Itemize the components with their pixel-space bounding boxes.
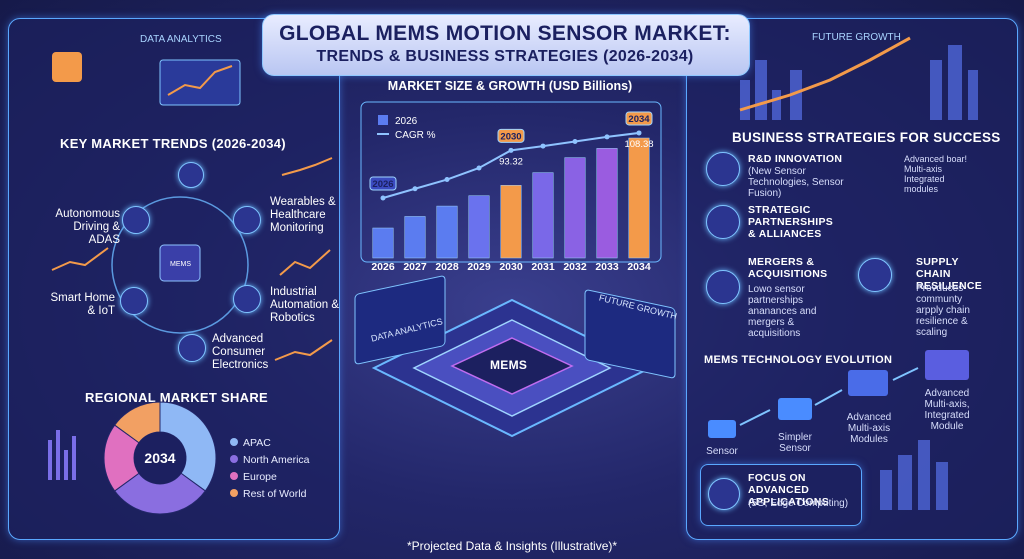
legend-swatch: [378, 115, 388, 125]
icon: [122, 206, 150, 234]
stage: Advanced Multi-axis Modules: [846, 412, 892, 445]
strategy-text: Lowo sensor partnerships ananances and m…: [748, 284, 817, 339]
icon: [178, 162, 204, 188]
point: [572, 138, 578, 144]
note-line: Advanced boar!: [904, 154, 968, 164]
icon: [178, 334, 206, 362]
trend-item: Industrial Automation & Robotics: [270, 286, 340, 324]
legend-label: 2026: [395, 116, 418, 127]
title-banner: [262, 14, 750, 76]
data-label: 108.38: [624, 139, 653, 150]
x-tick-label: 2034: [627, 261, 651, 273]
point: [508, 147, 514, 153]
bar: [404, 216, 426, 259]
strategy-title: STRATEGIC PARTNERSHIPS & ALLIANCES: [748, 204, 834, 240]
icon: [706, 152, 740, 186]
icon: [858, 258, 892, 292]
point: [540, 143, 546, 149]
subtitle: TRENDS & BUSINESS STRATEGIES (2026-2034): [316, 48, 694, 65]
point: [412, 186, 418, 192]
x-tick-label: 2030: [499, 261, 523, 273]
bar: [564, 157, 586, 259]
point: [604, 134, 610, 140]
callout-label: 2034: [628, 114, 650, 125]
bar: [628, 137, 650, 259]
callout-label: 2026: [372, 179, 393, 190]
point: [476, 165, 482, 171]
x-tick-label: 2027: [403, 261, 427, 273]
callout-box: [369, 176, 397, 191]
bar: [532, 172, 554, 259]
section-title: KEY MARKET TRENDS (2026-2034): [60, 136, 286, 151]
section-title: MEMS TECHNOLOGY EVOLUTION: [704, 354, 893, 366]
data-label: 93.32: [499, 156, 523, 167]
callout-box: [497, 128, 525, 143]
stage: Simpler Sensor: [778, 432, 812, 454]
bar: [500, 185, 522, 259]
icon: [233, 206, 261, 234]
stage: Sensor: [706, 446, 738, 457]
plot-frame: [360, 101, 662, 263]
trend-item: Autonomous Driving & ADAS: [55, 208, 120, 246]
x-tick-label: 2026: [371, 261, 395, 273]
donut-hole: [134, 432, 186, 484]
corner-label: DATA ANALYTICS: [140, 34, 222, 45]
focus-title: FOCUS ON ADVANCED APPLICATIONS: [748, 472, 829, 508]
strategy-title: SUPPLY CHAIN RESILIENCE: [916, 256, 983, 292]
section-title: BUSINESS STRATEGIES FOR SUCCESS: [732, 130, 1001, 145]
pie-chart: 2034 APAC North America Europe Rest of World: [103, 401, 310, 515]
note-line: Multi-axis: [904, 164, 943, 174]
legend-label: CAGR %: [395, 130, 436, 141]
x-tick-label: 2028: [435, 261, 459, 273]
icon: [706, 205, 740, 239]
legend-swatch: [230, 455, 238, 463]
strategy-title: R&D INNOVATION: [748, 153, 843, 165]
section-title: REGIONAL MARKET SHARE: [85, 390, 269, 405]
point: [380, 195, 386, 201]
title: GLOBAL MEMS MOTION SENSOR MARKET:: [279, 22, 731, 45]
bar: [436, 205, 458, 259]
hub-label: MEMS: [170, 261, 191, 268]
legend-swatch: [230, 489, 238, 497]
bar-chart: MARKET SIZE & GROWTH (USD Billions) 2026…: [360, 79, 662, 273]
point: [444, 177, 450, 183]
icon: [706, 270, 740, 304]
x-tick-label: 2032: [563, 261, 587, 273]
x-tick-label: 2033: [595, 261, 619, 273]
trend-item: Smart Home & IoT: [50, 292, 115, 317]
note-line: Integrated modules: [904, 174, 945, 194]
footer: *Projected Data & Insights (Illustrative…: [406, 539, 618, 553]
trend-item: Advanced Consumer Electronics: [212, 333, 269, 371]
corner-label: FUTURE GROWTH: [812, 32, 901, 43]
icon: [120, 287, 148, 315]
point: [636, 130, 642, 136]
icon: [233, 285, 261, 313]
stage: Advanced Multi-axis, Integrated Module: [924, 388, 970, 432]
x-tick-label: 2031: [531, 261, 555, 273]
bar: [372, 227, 394, 259]
callout-label: 2030: [500, 131, 521, 142]
legend-swatch: [230, 472, 238, 480]
trend-item: Wearables & Healthcare Monitoring: [270, 196, 336, 234]
chart-title: MARKET SIZE & GROWTH (USD Billions): [388, 79, 632, 93]
icon: [708, 478, 740, 510]
legend-swatch: [230, 438, 238, 446]
strategy-title: MERGERS & ACQUISITIONS: [748, 256, 828, 280]
x-tick-label: 2029: [467, 261, 491, 273]
bar: [596, 148, 618, 259]
focus-text: (5G, Edge Computing): [748, 498, 849, 509]
strategy-text: Provduces communty arpply chain resilien…: [916, 283, 970, 338]
center-label: 2034: [144, 450, 175, 466]
callout-box: [625, 111, 653, 126]
legend-label: Rest of World: [243, 488, 307, 500]
chip-label: MEMS: [490, 358, 528, 372]
bar: [468, 195, 490, 259]
legend-label: Europe: [243, 471, 277, 483]
legend-label: North America: [243, 454, 310, 466]
strategy-text: (New Sensor Technologies, Sensor Fusion): [748, 166, 844, 199]
legend-label: APAC: [243, 437, 271, 449]
